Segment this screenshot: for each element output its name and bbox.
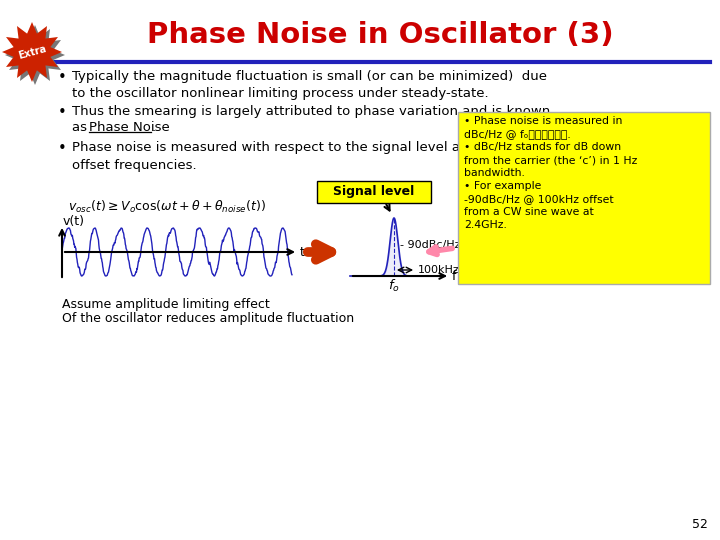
Text: .: . <box>152 121 156 134</box>
Text: t: t <box>300 246 305 259</box>
Text: 52: 52 <box>692 518 708 531</box>
Text: - 90dBc/Hz: - 90dBc/Hz <box>400 240 461 250</box>
FancyBboxPatch shape <box>317 181 431 203</box>
Polygon shape <box>2 22 62 82</box>
Text: •: • <box>58 141 67 156</box>
FancyBboxPatch shape <box>458 112 710 284</box>
Text: Extra: Extra <box>17 43 48 60</box>
Text: Phase noise is measured with respect to the signal level at various
offset frequ: Phase noise is measured with respect to … <box>72 141 518 172</box>
Text: Phase Noise in Oscillator (3): Phase Noise in Oscillator (3) <box>147 21 613 49</box>
Text: Phase Noise: Phase Noise <box>89 121 170 134</box>
Text: $f_o$: $f_o$ <box>388 278 400 294</box>
Text: v(t): v(t) <box>63 215 85 228</box>
Text: Typically the magnitude fluctuation is small (or can be minimized)  due
to the o: Typically the magnitude fluctuation is s… <box>72 70 547 100</box>
Text: $v_{osc}(t) \geq V_o\cos(\omega t+\theta+\theta_{noise}(t))$: $v_{osc}(t) \geq V_o\cos(\omega t+\theta… <box>68 199 266 215</box>
Text: •: • <box>58 70 67 85</box>
Text: f: f <box>452 269 456 282</box>
Text: Thus the smearing is largely attributed to phase variation and is known: Thus the smearing is largely attributed … <box>72 105 550 118</box>
Polygon shape <box>5 25 65 85</box>
FancyArrowPatch shape <box>307 244 331 260</box>
Text: • Phase noise is measured in
dBc/Hz @ fₒ⁦⁦⁦⁦⁦⁦.
• dBc/Hz stands for dB down
from: • Phase noise is measured in dBc/Hz @ fₒ… <box>464 116 637 231</box>
Text: Signal level: Signal level <box>333 186 415 199</box>
FancyArrowPatch shape <box>429 247 452 254</box>
Text: as: as <box>72 121 91 134</box>
Text: Of the oscillator reduces amplitude fluctuation: Of the oscillator reduces amplitude fluc… <box>62 312 354 325</box>
Text: 100kHz: 100kHz <box>418 265 460 275</box>
Text: Assume amplitude limiting effect: Assume amplitude limiting effect <box>62 298 270 311</box>
Text: •: • <box>58 105 67 120</box>
